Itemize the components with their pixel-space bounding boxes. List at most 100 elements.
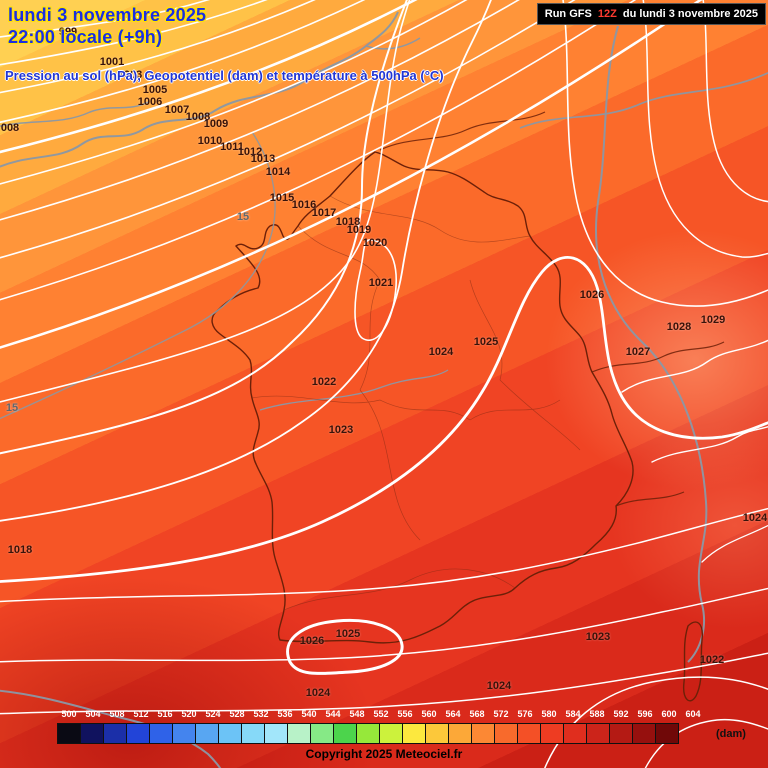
pressure-contour-label: 1026 xyxy=(579,289,605,301)
legend-swatch xyxy=(356,723,380,744)
pressure-contour-label: 1015 xyxy=(269,192,295,204)
legend-swatch xyxy=(586,723,610,744)
pressure-contour-label: 1009 xyxy=(203,118,229,130)
map-title: Pression au sol (hPa), Geopotentiel (dam… xyxy=(5,68,444,83)
legend-swatch xyxy=(379,723,403,744)
copyright-label: Copyright 2025 Meteociel.fr xyxy=(305,747,463,761)
pressure-contour-label: 1026 xyxy=(299,635,325,647)
pressure-contour-label: 1003 xyxy=(117,69,143,81)
legend-value: 560 xyxy=(421,709,437,719)
forecast-time-label: 22:00 locale (+9h) xyxy=(8,27,163,47)
legend-value: 584 xyxy=(565,709,581,719)
legend-value: 516 xyxy=(157,709,173,719)
legend-swatch xyxy=(57,723,81,744)
legend-swatch xyxy=(609,723,633,744)
legend-swatch xyxy=(563,723,587,744)
pressure-contour-label: 1013 xyxy=(250,153,276,165)
legend-value: 508 xyxy=(109,709,125,719)
legend-swatch xyxy=(402,723,426,744)
legend-swatch xyxy=(287,723,311,744)
legend-unit-label: (dam) xyxy=(716,728,746,740)
legend-value: 532 xyxy=(253,709,269,719)
legend-value: 540 xyxy=(301,709,317,719)
legend-value: 580 xyxy=(541,709,557,719)
run-date-label: du lundi 3 novembre 2025 xyxy=(622,8,758,20)
pressure-contour-label: 1017 xyxy=(311,207,337,219)
legend-value: 600 xyxy=(661,709,677,719)
legend-value: 536 xyxy=(277,709,293,719)
legend-value: 500 xyxy=(61,709,77,719)
pressure-contour-label: 1024 xyxy=(486,680,512,692)
run-model-label: Run GFS xyxy=(544,8,592,20)
pressure-contour-label: 1027 xyxy=(625,346,651,358)
legend-swatch xyxy=(149,723,173,744)
legend-swatch xyxy=(80,723,104,744)
legend-value: 528 xyxy=(229,709,245,719)
legend-swatch xyxy=(494,723,518,744)
legend-swatch xyxy=(517,723,541,744)
legend-swatch xyxy=(310,723,334,744)
legend-swatch xyxy=(333,723,357,744)
legend-value: 504 xyxy=(85,709,101,719)
pressure-contour-label: 1014 xyxy=(265,166,291,178)
pressure-contour-label: 1020 xyxy=(362,237,388,249)
pressure-contour-label: 1012 xyxy=(237,146,263,158)
pressure-contour-label: 1023 xyxy=(328,424,354,436)
legend-value: 552 xyxy=(373,709,389,719)
temperature-contour xyxy=(0,131,276,420)
legend-value: 520 xyxy=(181,709,197,719)
legend-swatch xyxy=(126,723,150,744)
legend-color-scale xyxy=(57,723,679,744)
legend-value: 548 xyxy=(349,709,365,719)
legend-value: 564 xyxy=(445,709,461,719)
legend-swatch xyxy=(218,723,242,744)
legend-value: 524 xyxy=(205,709,221,719)
pressure-contour-label: 008 xyxy=(0,122,20,134)
legend-swatch xyxy=(103,723,127,744)
pressure-contour-label: 1007 xyxy=(164,104,190,116)
pressure-contour-label: 1018 xyxy=(335,216,361,228)
run-info-box: Run GFS 12Z du lundi 3 novembre 2025 xyxy=(536,3,766,25)
pressure-contour-label: 1023 xyxy=(585,631,611,643)
legend-value: 588 xyxy=(589,709,605,719)
legend-swatch xyxy=(195,723,219,744)
pressure-contour-label: 1016 xyxy=(291,199,317,211)
pressure-contour-label: 1018 xyxy=(7,544,33,556)
pressure-contour-label: 1028 xyxy=(666,321,692,333)
legend-value: 556 xyxy=(397,709,413,719)
pressure-contour-label: 1024 xyxy=(305,687,331,699)
legend-swatch xyxy=(632,723,656,744)
legend-value: 596 xyxy=(637,709,653,719)
legend-value: 592 xyxy=(613,709,629,719)
pressure-contour-label: 1029 xyxy=(700,314,726,326)
pressure-contour-label: 1022 xyxy=(311,376,337,388)
legend-value: 568 xyxy=(469,709,485,719)
legend-swatch xyxy=(264,723,288,744)
pressure-contour-label: 1008 xyxy=(185,111,211,123)
coastlines xyxy=(0,11,768,768)
temp-contour-label: 15 xyxy=(236,211,250,223)
legend-value: 576 xyxy=(517,709,533,719)
pressure-contour-label: 1025 xyxy=(473,336,499,348)
legend-value: 572 xyxy=(493,709,509,719)
pressure-contour-label: 1024 xyxy=(742,512,768,524)
legend-swatch xyxy=(471,723,495,744)
pressure-contour-label: 1024 xyxy=(428,346,454,358)
legend-values-row: 500 504 508 512 516 520 524 528 532 536 540 544 548 5… xyxy=(57,709,705,719)
pressure-contour-label: 1005 xyxy=(142,84,168,96)
legend-swatch xyxy=(540,723,564,744)
pressure-contour-label: 1021 xyxy=(368,277,394,289)
pressure-contour-label: 1011 xyxy=(220,141,244,153)
legend-swatch xyxy=(655,723,679,744)
legend-swatch xyxy=(241,723,265,744)
pressure-contour-label: 1010 xyxy=(197,135,223,147)
pressure-contour-label: 1025 xyxy=(335,628,361,640)
legend-swatch xyxy=(172,723,196,744)
pressure-contour-label: 1022 xyxy=(699,654,725,666)
france-border xyxy=(211,111,725,702)
legend-swatch xyxy=(425,723,449,744)
pressure-contour-label: 1019 xyxy=(346,224,372,236)
run-hour-label: 12Z xyxy=(597,8,617,20)
